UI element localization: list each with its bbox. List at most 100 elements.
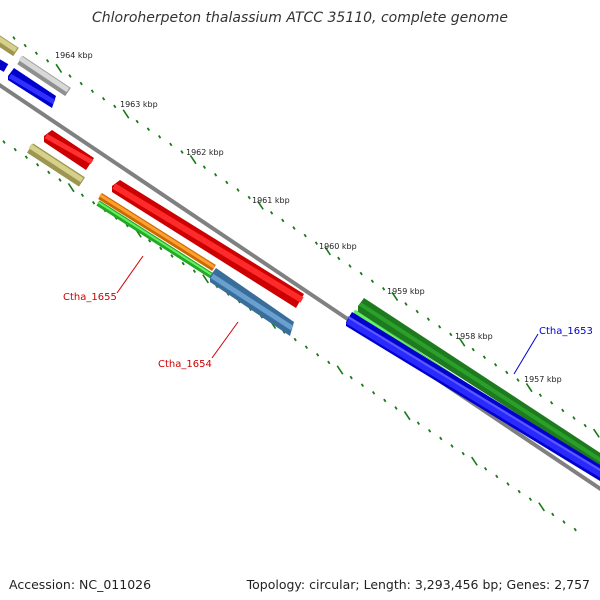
minor-tick xyxy=(147,238,152,243)
minor-tick xyxy=(181,261,185,266)
major-tick xyxy=(525,383,533,393)
ctha-1655-connector xyxy=(116,255,144,294)
minor-tick xyxy=(34,51,39,56)
topology-summary: Topology: circular; Length: 3,293,456 bp… xyxy=(246,577,590,592)
major-tick xyxy=(391,291,399,301)
minor-tick xyxy=(12,36,16,40)
minor-tick xyxy=(35,162,40,167)
kbp-label-1964: 1964 kbp xyxy=(55,51,93,60)
gene-steel-blue[interactable] xyxy=(210,268,294,336)
minor-tick xyxy=(169,142,173,147)
gene-red-small[interactable] xyxy=(44,130,94,170)
minor-tick xyxy=(349,375,353,380)
major-tick xyxy=(592,428,600,438)
gene-orange[interactable] xyxy=(98,193,216,271)
minor-tick xyxy=(551,512,555,517)
minor-tick xyxy=(236,188,240,192)
major-tick xyxy=(189,155,197,165)
minor-tick xyxy=(415,309,419,314)
minor-tick xyxy=(47,170,51,175)
major-tick xyxy=(538,502,546,512)
ctha-1654-connector xyxy=(211,321,239,359)
minor-tick xyxy=(561,408,565,413)
minor-tick xyxy=(381,286,386,291)
minor-tick xyxy=(370,279,375,284)
minor-tick xyxy=(562,520,566,524)
gene-label-ctha-1654[interactable]: Ctha_1654 xyxy=(158,359,212,370)
minor-tick xyxy=(303,233,307,238)
gene-green-left[interactable] xyxy=(96,200,214,279)
minor-tick xyxy=(135,119,139,124)
minor-tick xyxy=(79,81,83,86)
major-tick xyxy=(458,337,466,347)
minor-tick xyxy=(58,178,62,182)
kbp-labels: 1964 kbp 1963 kbp 1962 kbp 1961 kbp 1960… xyxy=(55,51,562,384)
minor-tick xyxy=(549,400,554,405)
gene-khaki[interactable] xyxy=(26,143,86,187)
minor-tick xyxy=(23,43,27,48)
minor-tick xyxy=(538,393,543,398)
minor-tick xyxy=(517,489,521,494)
minor-tick xyxy=(573,527,577,532)
kbp-label-1957: 1957 kbp xyxy=(524,375,562,384)
kbp-label-1962: 1962 kbp xyxy=(186,148,224,157)
major-tick xyxy=(202,274,210,284)
minor-tick xyxy=(101,96,106,101)
accession-text: Accession: NC_011026 xyxy=(9,577,152,592)
gene-khaki-top[interactable] xyxy=(0,34,19,57)
minor-tick xyxy=(247,195,251,200)
ctha-1653-connector xyxy=(513,333,539,375)
minor-tick xyxy=(483,466,488,471)
gene-red-long[interactable] xyxy=(112,180,304,308)
gene-label-ctha-1655[interactable]: Ctha_1655 xyxy=(63,292,117,303)
minor-tick xyxy=(91,200,96,205)
gene-blue-right[interactable] xyxy=(345,312,600,484)
minor-tick xyxy=(426,317,431,322)
minor-tick xyxy=(281,218,285,223)
minor-tick xyxy=(449,332,453,337)
major-tick xyxy=(55,63,63,73)
tick-row-inner xyxy=(2,140,577,532)
minor-tick xyxy=(337,256,341,261)
minor-tick xyxy=(383,398,387,403)
minor-tick xyxy=(450,444,454,448)
minor-tick xyxy=(180,150,184,154)
minor-tick xyxy=(292,226,296,230)
minor-tick xyxy=(45,58,50,63)
minor-tick xyxy=(192,269,197,274)
minor-tick xyxy=(437,324,442,329)
major-tick xyxy=(336,365,344,375)
minor-tick xyxy=(394,406,398,410)
minor-tick xyxy=(572,416,576,420)
gene-gray[interactable] xyxy=(17,55,71,97)
gene-blue-topleft[interactable] xyxy=(0,59,9,72)
minor-tick xyxy=(505,370,509,375)
minor-tick xyxy=(90,89,95,94)
minor-tick xyxy=(404,302,408,306)
major-tick xyxy=(403,411,411,421)
minor-tick xyxy=(13,147,17,152)
gene-label-ctha-1653[interactable]: Ctha_1653 xyxy=(539,326,593,337)
minor-tick xyxy=(314,241,319,246)
gene-dark-green[interactable] xyxy=(358,298,600,470)
minor-tick xyxy=(159,246,163,251)
minor-tick xyxy=(416,421,421,426)
major-tick xyxy=(67,183,75,193)
gene-blue-left[interactable] xyxy=(8,68,56,108)
major-tick xyxy=(470,456,478,466)
minor-tick xyxy=(146,127,151,132)
minor-tick xyxy=(495,474,499,479)
minor-tick xyxy=(493,362,498,367)
kbp-label-1958: 1958 kbp xyxy=(455,332,493,341)
minor-tick xyxy=(269,210,274,215)
minor-tick xyxy=(157,134,162,139)
kbp-label-1960: 1960 kbp xyxy=(319,242,357,251)
genome-backbone xyxy=(0,82,600,492)
map-title: Chloroherpeton thalassium ATCC 35110, co… xyxy=(92,10,508,26)
minor-tick xyxy=(461,451,465,456)
kbp-label-1963: 1963 kbp xyxy=(120,100,158,109)
minor-tick xyxy=(427,428,432,433)
minor-tick xyxy=(528,497,533,502)
minor-tick xyxy=(583,423,587,428)
